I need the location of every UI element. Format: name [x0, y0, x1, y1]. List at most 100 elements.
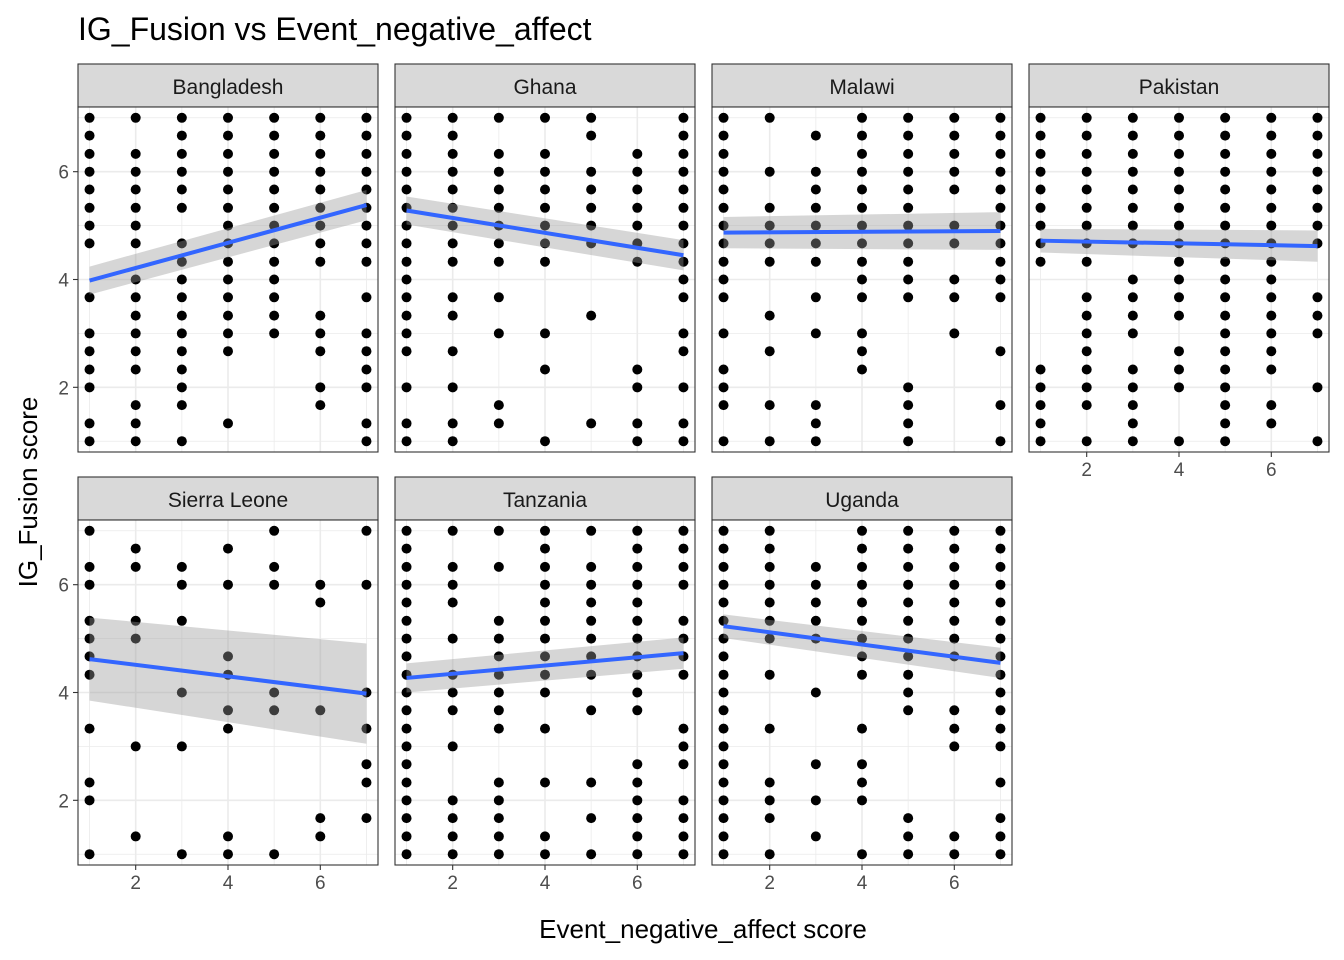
- data-point: [903, 418, 914, 429]
- data-point: [810, 400, 821, 411]
- data-point: [632, 184, 643, 195]
- data-point: [401, 777, 412, 788]
- data-point: [857, 615, 867, 626]
- data-point: [223, 418, 233, 429]
- data-point: [903, 274, 914, 285]
- data-point: [949, 148, 960, 159]
- data-point: [269, 579, 280, 590]
- data-point: [401, 687, 412, 698]
- data-point: [1174, 382, 1184, 393]
- data-point: [995, 687, 1006, 698]
- data-point: [130, 202, 141, 213]
- data-point: [315, 238, 326, 249]
- data-point: [269, 292, 280, 303]
- data-point: [540, 597, 550, 608]
- data-point: [1081, 364, 1092, 375]
- data-point: [1081, 148, 1092, 159]
- data-point: [1127, 328, 1138, 339]
- data-point: [315, 184, 326, 195]
- data-point: [586, 669, 597, 680]
- data-point: [447, 238, 458, 249]
- data-point: [764, 166, 775, 177]
- data-point: [315, 813, 326, 824]
- data-point: [1081, 130, 1092, 141]
- data-point: [176, 130, 187, 141]
- x-tick-label: 2: [130, 873, 141, 894]
- data-point: [949, 615, 960, 626]
- data-point: [315, 346, 326, 357]
- data-point: [84, 723, 95, 734]
- data-point: [678, 579, 689, 590]
- data-point: [401, 849, 412, 860]
- data-point: [1312, 202, 1323, 213]
- data-point: [857, 130, 867, 141]
- data-point: [401, 346, 412, 357]
- data-point: [269, 328, 280, 339]
- data-point: [1266, 256, 1277, 267]
- data-point: [586, 597, 597, 608]
- data-point: [903, 130, 914, 141]
- data-point: [810, 166, 821, 177]
- data-point: [84, 328, 95, 339]
- data-point: [995, 184, 1006, 195]
- data-point: [810, 687, 821, 698]
- data-point: [764, 777, 775, 788]
- data-point: [176, 256, 187, 267]
- data-point: [130, 436, 141, 447]
- data-point: [1174, 310, 1184, 321]
- data-point: [540, 849, 550, 860]
- data-point: [361, 382, 372, 393]
- data-point: [995, 130, 1006, 141]
- data-point: [130, 328, 141, 339]
- data-point: [401, 705, 412, 716]
- data-point: [1035, 382, 1046, 393]
- data-point: [586, 615, 597, 626]
- data-point: [1312, 382, 1323, 393]
- data-point: [718, 184, 729, 195]
- data-point: [678, 274, 689, 285]
- data-point: [810, 238, 821, 249]
- fit-line: [723, 228, 1001, 235]
- data-point: [903, 525, 914, 536]
- data-point: [361, 184, 372, 195]
- data-point: [223, 705, 233, 716]
- data-point: [949, 220, 960, 231]
- data-point: [540, 112, 550, 123]
- data-point: [718, 849, 729, 860]
- data-point: [1220, 256, 1231, 267]
- data-point: [632, 795, 643, 806]
- data-point: [949, 166, 960, 177]
- data-point: [1035, 418, 1046, 429]
- data-point: [1035, 256, 1046, 267]
- data-point: [1312, 220, 1323, 231]
- data-point: [361, 418, 372, 429]
- data-point: [493, 238, 504, 249]
- data-point: [678, 112, 689, 123]
- data-point: [632, 202, 643, 213]
- data-point: [130, 238, 141, 249]
- data-point: [493, 723, 504, 734]
- fit-line: [723, 624, 1001, 665]
- data-point: [223, 184, 233, 195]
- data-point: [1220, 346, 1231, 357]
- data-point: [1081, 166, 1092, 177]
- data-point: [1127, 382, 1138, 393]
- data-point: [678, 813, 689, 824]
- x-tick-label: 6: [949, 873, 960, 894]
- data-point: [718, 112, 729, 123]
- data-point: [540, 723, 550, 734]
- data-point: [401, 741, 412, 752]
- data-point: [903, 849, 914, 860]
- data-point: [493, 184, 504, 195]
- data-point: [315, 597, 326, 608]
- strip-label-uganda: Uganda: [825, 489, 899, 512]
- data-point: [586, 777, 597, 788]
- data-point: [130, 561, 141, 572]
- data-point: [764, 597, 775, 608]
- panel-border: [394, 106, 696, 453]
- data-point: [949, 705, 960, 716]
- data-point: [223, 202, 233, 213]
- data-point: [995, 579, 1006, 590]
- data-point: [1174, 274, 1184, 285]
- data-point: [401, 597, 412, 608]
